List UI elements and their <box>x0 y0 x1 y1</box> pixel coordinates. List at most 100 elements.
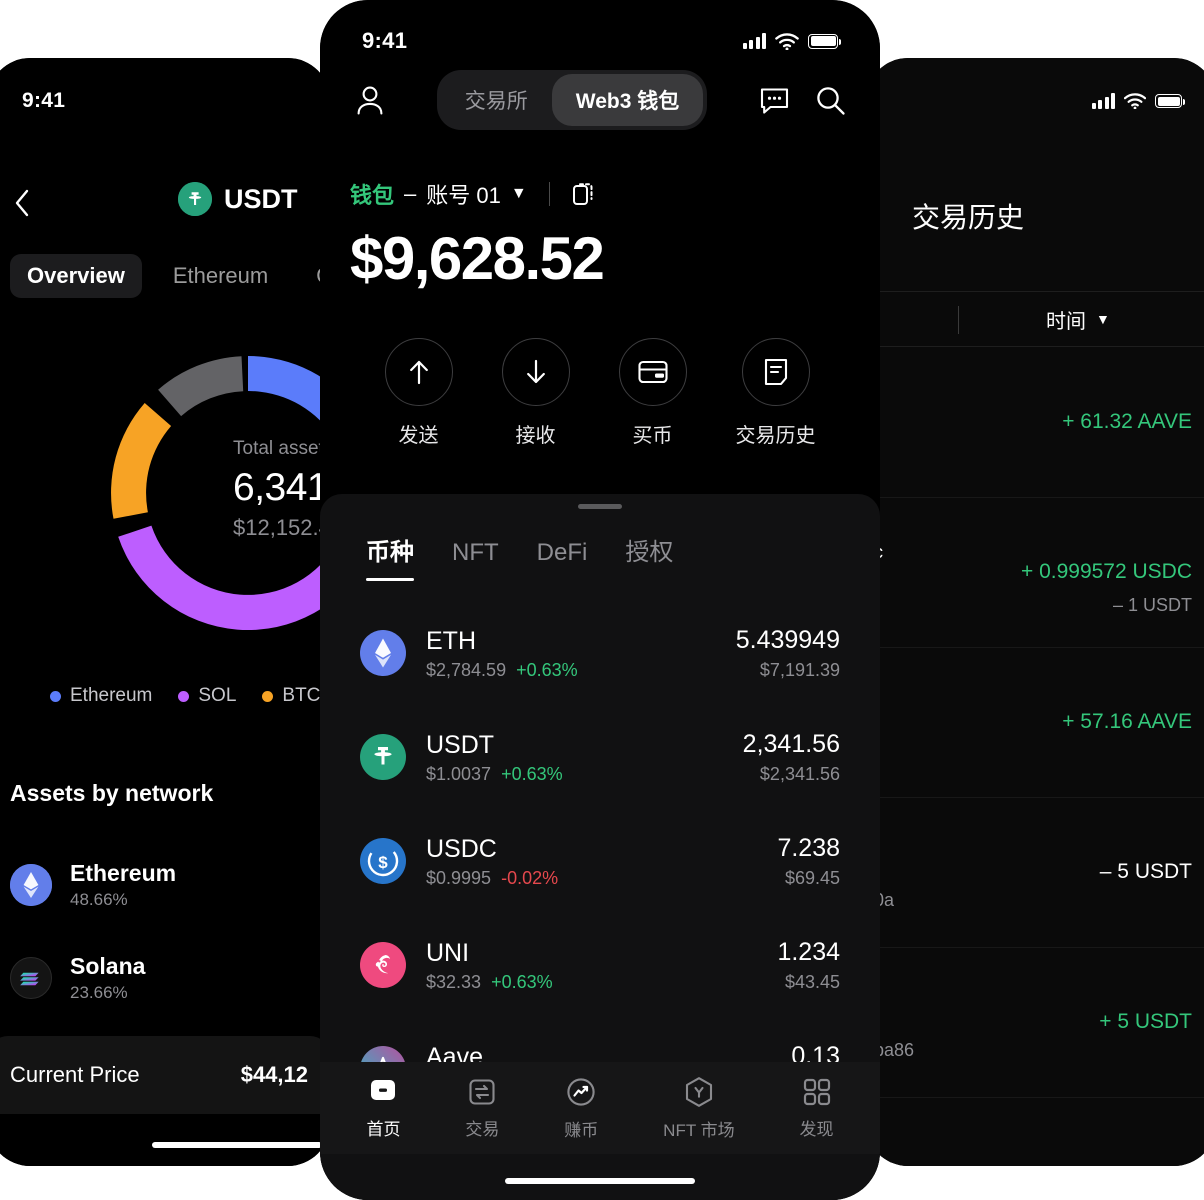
nav-nft-market[interactable]: NFT 市场 <box>663 1076 735 1141</box>
copy-icon[interactable] <box>572 181 596 207</box>
network-name: Solana <box>70 953 146 980</box>
list-item[interactable]: UNI $32.33 +0.63% 1.234 $43.45 <box>320 913 880 1017</box>
list-item[interactable]: $ USDC $0.9995 -0.02% 7.238 $69.45 <box>320 809 880 913</box>
token-price: $1.0037 <box>426 763 492 784</box>
tab-ethereum[interactable]: Ethereum <box>172 263 269 288</box>
wallet-account-selector[interactable]: 钱包 – 账号 01 ▼ <box>350 178 850 210</box>
nav-discover[interactable]: 发现 <box>800 1077 834 1140</box>
cellular-signal-icon <box>742 33 766 49</box>
token-balance: 1.234 $43.45 <box>777 937 840 993</box>
token-info: UNI $32.33 +0.63% <box>426 938 777 993</box>
top-bar: 交易所 Web3 钱包 <box>320 70 880 130</box>
row-secondary-amount: – 1 USDT <box>1112 595 1192 615</box>
wallet-account-name: 账号 01 <box>426 183 501 208</box>
tab-approvals[interactable]: 授权 <box>625 539 674 566</box>
table-row[interactable]: c + 0.999572 USDC – 1 USDT <box>866 498 1204 648</box>
wifi-icon <box>775 32 799 50</box>
row-address-fragment: ba86 <box>874 1040 915 1060</box>
donut-center-sub: $12,152.45 <box>233 515 330 540</box>
tab-nft[interactable]: NFT <box>452 539 499 566</box>
tab-tokens[interactable]: 币种 <box>366 532 414 581</box>
bottom-navigation: 首页 交易 <box>320 1062 880 1154</box>
status-indicators <box>742 32 841 50</box>
table-row[interactable]: ) + 61.32 AAVE <box>866 348 1204 498</box>
action-label: 买币 <box>632 425 673 447</box>
token-info: ETH $2,784.59 +0.63% <box>426 626 736 681</box>
token-amount: 5.439949 <box>735 626 840 654</box>
tab-defi[interactable]: DeFi <box>536 539 588 566</box>
nav-label: 交易 <box>465 1119 500 1139</box>
coin-symbol: USDT <box>224 183 298 214</box>
mid-phone-web3-wallet: 9:41 <box>320 0 880 1200</box>
home-indicator <box>152 1142 322 1148</box>
chat-bubble-icon[interactable] <box>754 80 794 120</box>
status-indicators <box>1091 93 1185 109</box>
time-filter-label: 时间 <box>1046 310 1086 333</box>
nav-earn[interactable]: 赚币 <box>564 1076 598 1141</box>
list-item[interactable]: Ethereum 48.66% <box>10 838 330 931</box>
action-label: 交易历史 <box>735 425 816 447</box>
nav-home[interactable]: 首页 <box>366 1077 400 1140</box>
action-send[interactable]: 发送 <box>384 338 453 448</box>
token-amount: 2,341.56 <box>742 730 840 758</box>
donut-center-value: 6,341.56 <box>233 466 330 509</box>
action-receive[interactable]: 接收 <box>501 338 570 448</box>
chevron-down-icon: ▼ <box>1096 311 1110 327</box>
token-value: $2,341.56 <box>759 764 840 784</box>
ethereum-icon <box>10 863 52 906</box>
wallet-dash: – <box>404 181 417 206</box>
left-phone-screen: 9:41 USDT Overview <box>0 58 330 1166</box>
back-chevron-icon[interactable] <box>10 186 36 220</box>
network-info: Solana 23.66% <box>70 952 145 1003</box>
list-item[interactable]: USDT $1.0037 +0.63% 2,341.56 $2,341.56 <box>320 705 880 809</box>
table-row[interactable]: + 57.16 AAVE <box>866 648 1204 798</box>
token-balance: 5.439949 $7,191.39 <box>736 625 840 681</box>
right-phone-transaction-history: 交易历史 ▾ 时间 ▼ ) + 61.32 AAVE c + 0.999572 … <box>866 58 1204 1166</box>
search-icon[interactable] <box>810 80 850 120</box>
arrow-up-icon <box>384 338 453 406</box>
nav-label: NFT 市场 <box>663 1120 735 1140</box>
battery-icon <box>1155 94 1185 108</box>
tab-overview[interactable]: Overview <box>10 254 142 298</box>
action-buy[interactable]: 买币 <box>618 338 687 448</box>
svg-text:$: $ <box>378 853 388 872</box>
person-icon[interactable] <box>350 80 390 120</box>
legend-label: Ethereum <box>70 685 153 706</box>
usdc-icon: $ <box>360 838 406 884</box>
current-price-bar: Current Price $44,12 <box>0 1036 330 1114</box>
token-value: $7,191.39 <box>759 660 840 680</box>
sheet-grabber-handle[interactable] <box>578 504 622 509</box>
token-symbol: ETH <box>426 626 476 655</box>
right-phone-screen: 交易历史 ▾ 时间 ▼ ) + 61.32 AAVE c + 0.999572 … <box>866 58 1204 1166</box>
filter-bar: ▾ 时间 ▼ <box>866 291 1204 347</box>
nav-label: 发现 <box>799 1119 834 1139</box>
token-subline: $2,784.59 +0.63% <box>426 660 736 681</box>
home-icon <box>367 1077 399 1107</box>
table-row[interactable]: ba86 + 5 USDT <box>866 948 1204 1098</box>
ethereum-icon <box>360 630 406 676</box>
filter-divider <box>958 306 959 334</box>
nav-trade[interactable]: 交易 <box>465 1077 499 1140</box>
list-item[interactable]: Solana 23.66% <box>10 931 330 1024</box>
discover-icon <box>802 1077 832 1107</box>
left-nav-bar: USDT <box>0 178 330 236</box>
nft-market-icon <box>684 1076 714 1108</box>
donut-center-label: Total assets <box>233 438 330 459</box>
segment-exchange[interactable]: 交易所 <box>464 90 528 113</box>
battery-icon <box>808 33 841 49</box>
row-amount: + 61.32 AAVE <box>1062 410 1192 433</box>
status-bar: 9:41 <box>0 66 330 136</box>
time-filter[interactable]: 时间 ▼ <box>1046 305 1110 334</box>
action-history[interactable]: 交易历史 <box>736 338 816 448</box>
segment-web3-wallet[interactable]: Web3 钱包 <box>551 74 704 126</box>
wallet-label: 钱包 <box>350 183 395 208</box>
chevron-down-icon: ▼ <box>510 185 527 202</box>
arrow-down-icon <box>501 338 570 406</box>
separator <box>548 182 550 206</box>
token-subline: $1.0037 +0.63% <box>426 764 743 785</box>
token-change: +0.63% <box>516 659 578 680</box>
assets-sheet: 币种 NFT DeFi 授权 ETH <box>320 494 880 1200</box>
table-row[interactable]: 0a – 5 USDT <box>866 798 1204 948</box>
donut-center-text: Total assets 6,341.56 $12,152.45 <box>233 438 330 541</box>
list-item[interactable]: ETH $2,784.59 +0.63% 5.439949 $7,191.39 <box>320 601 880 705</box>
